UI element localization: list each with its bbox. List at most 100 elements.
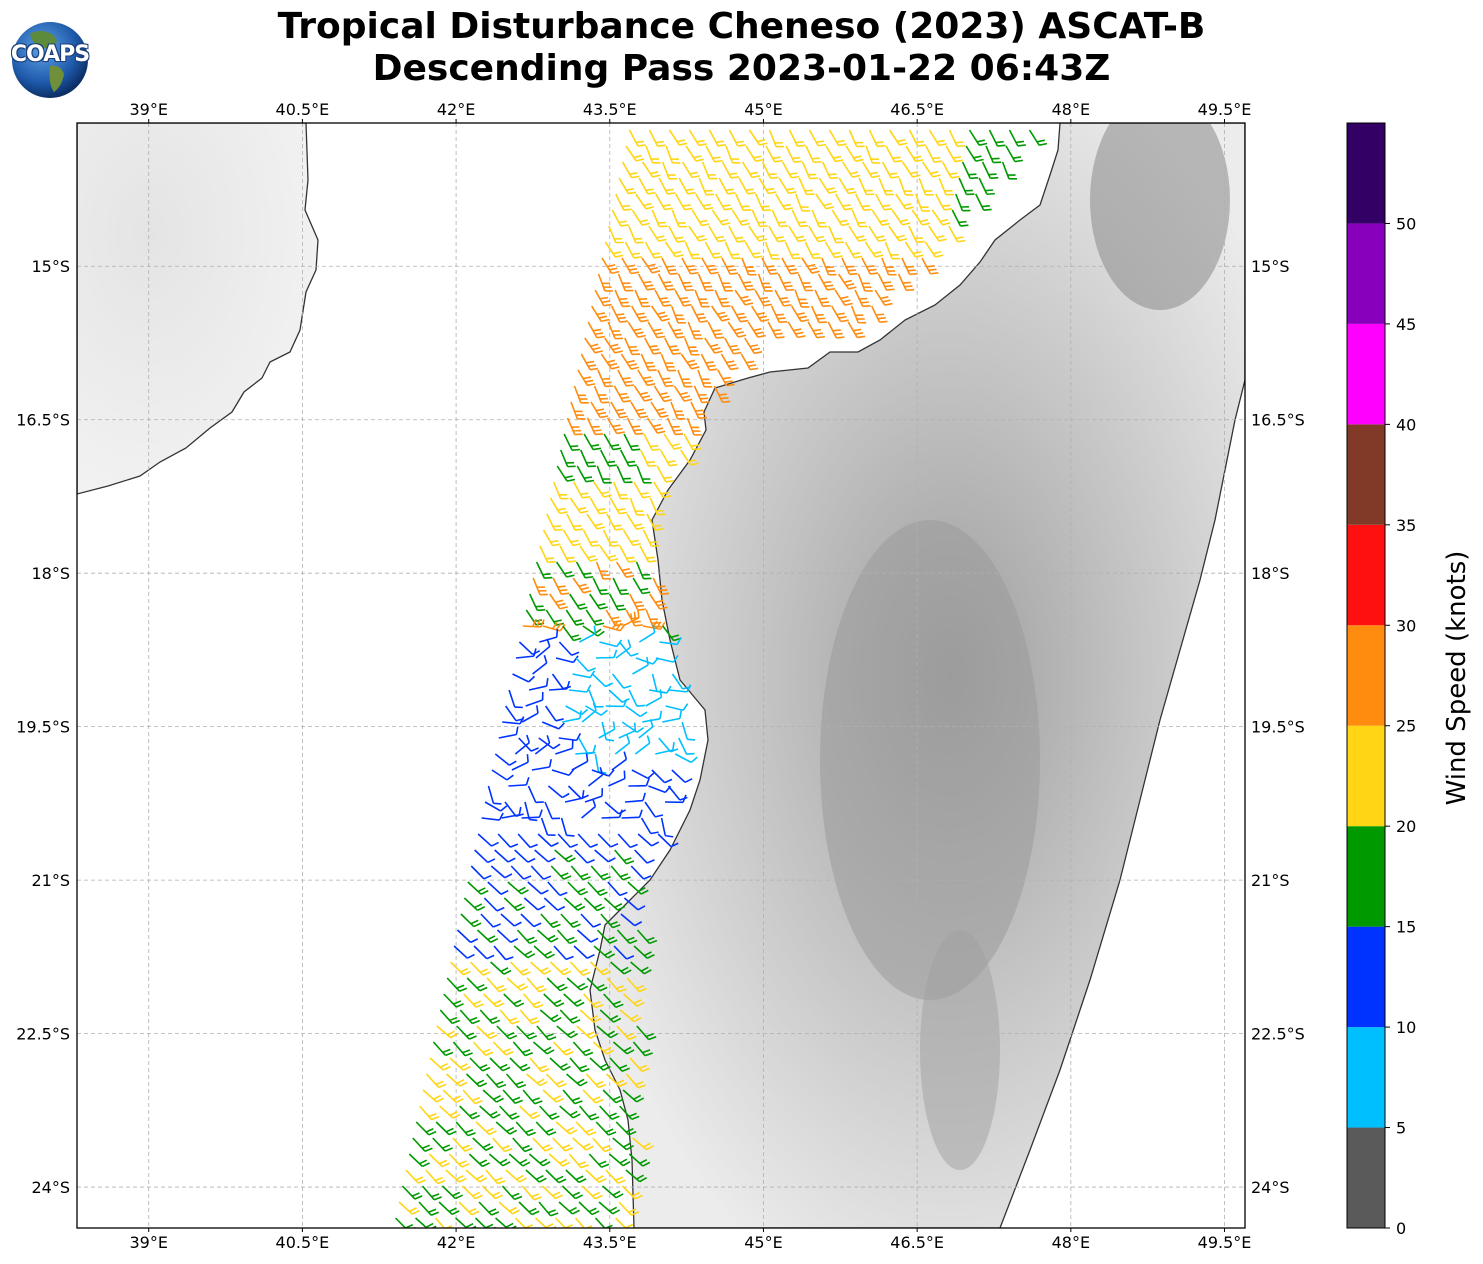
wind-barb xyxy=(522,1089,543,1105)
wind-barb xyxy=(775,193,794,211)
wind-barb xyxy=(612,577,629,596)
wind-barb xyxy=(610,401,628,419)
wind-barb xyxy=(747,321,766,338)
wind-barb xyxy=(634,735,651,755)
wind-barb xyxy=(613,945,635,960)
wind-barb xyxy=(724,241,741,260)
wind-barb xyxy=(858,177,875,196)
wind-barb xyxy=(632,577,651,595)
wind-barb xyxy=(981,161,999,180)
wind-barb xyxy=(663,433,682,450)
wind-barb xyxy=(750,305,770,323)
wind-barb xyxy=(647,321,666,339)
wind-barb xyxy=(533,945,555,959)
wind-barb xyxy=(608,225,624,244)
wind-barb xyxy=(612,1137,634,1151)
colorbar-bin xyxy=(1347,123,1385,224)
wind-barb xyxy=(961,161,979,180)
africa-landmass xyxy=(77,123,319,495)
wind-barb xyxy=(521,1185,542,1201)
wind-barb xyxy=(476,1025,498,1040)
map-title-line1: Tropical Disturbance Cheneso (2023) ASCA… xyxy=(277,6,1206,47)
wind-barb xyxy=(575,744,597,755)
axis-tick-labels: 39°E 39°E 40.5°E 40.5°E 42°E 42°E 43.5°E 43.5°E… xyxy=(16,100,1305,1252)
wind-barb xyxy=(831,209,850,227)
wind-barb xyxy=(625,705,648,718)
wind-barb xyxy=(653,481,672,499)
wind-barb xyxy=(476,929,499,943)
wind-barb xyxy=(968,129,988,146)
wind-barb xyxy=(570,401,586,420)
wind-barb xyxy=(547,881,568,897)
colorbar-tick-label: 50 xyxy=(1396,214,1416,233)
wind-barb xyxy=(637,833,660,847)
colorbar-tick-label: 30 xyxy=(1396,616,1416,635)
wind-barb xyxy=(485,1169,506,1185)
wind-barb xyxy=(425,1169,446,1185)
wind-barb xyxy=(861,161,881,179)
wind-barb xyxy=(875,193,893,211)
wind-barb xyxy=(589,593,608,610)
wind-barb xyxy=(575,561,594,579)
wind-barb xyxy=(688,129,707,147)
wind-barb xyxy=(787,321,806,339)
wind-barb xyxy=(608,770,626,787)
wind-barb xyxy=(556,465,576,482)
wind-barb xyxy=(606,417,625,435)
wind-barb xyxy=(686,417,702,436)
lon-tick-label: 43.5°E xyxy=(583,1233,637,1252)
wind-barb xyxy=(503,897,525,912)
wind-barb xyxy=(467,881,489,895)
wind-barb xyxy=(614,289,631,308)
wind-barb xyxy=(670,305,686,324)
wind-barb xyxy=(582,1089,604,1104)
gridlines xyxy=(77,123,1245,1228)
wind-barb xyxy=(637,369,656,387)
wind-barb xyxy=(666,417,684,436)
wind-barb xyxy=(580,913,602,928)
wind-barb xyxy=(924,241,944,258)
wind-barb xyxy=(553,481,569,500)
wind-barb xyxy=(606,977,627,993)
wind-barb xyxy=(697,369,713,388)
wind-barb xyxy=(585,705,608,716)
wind-barb xyxy=(560,913,581,928)
wind-barb xyxy=(660,353,677,372)
wind-barb xyxy=(521,705,539,723)
colorbar: 0 5 10 15 20 25 30 35 40 45 50 xyxy=(1346,122,1416,1238)
wind-barb xyxy=(677,273,695,292)
wind-barb xyxy=(618,177,637,195)
wind-barb xyxy=(574,1217,593,1228)
colorbar-bin xyxy=(1347,1127,1385,1228)
wind-barb xyxy=(674,289,692,307)
wind-barb xyxy=(674,753,698,764)
wind-barb xyxy=(815,193,834,210)
wind-barb xyxy=(574,849,595,864)
wind-barb xyxy=(531,759,552,771)
wind-barb xyxy=(519,1105,541,1120)
lat-tick-label: 18°S xyxy=(31,564,70,583)
wind-barb xyxy=(541,721,565,730)
colorbar-bin xyxy=(1347,926,1385,1028)
wind-barb xyxy=(549,1057,571,1071)
wind-barb xyxy=(506,977,529,991)
wind-barb xyxy=(985,145,1002,164)
wind-barb xyxy=(673,385,693,402)
wind-barb xyxy=(571,753,589,771)
wind-barb xyxy=(505,1169,527,1183)
wind-barb xyxy=(834,289,853,306)
wind-barb xyxy=(664,337,681,355)
wind-barb xyxy=(576,465,595,483)
wind-barb xyxy=(838,177,857,195)
wind-barb xyxy=(885,145,903,163)
wind-barb xyxy=(683,433,701,451)
wind-barb xyxy=(548,1153,571,1167)
wind-barb xyxy=(827,321,845,339)
wind-barb xyxy=(581,1185,603,1200)
wind-barb xyxy=(579,1009,602,1023)
wind-barb xyxy=(566,417,583,436)
wind-barb xyxy=(664,241,684,258)
wind-barb xyxy=(604,337,623,354)
wind-barb xyxy=(472,1041,494,1056)
wind-barb xyxy=(435,1121,457,1136)
